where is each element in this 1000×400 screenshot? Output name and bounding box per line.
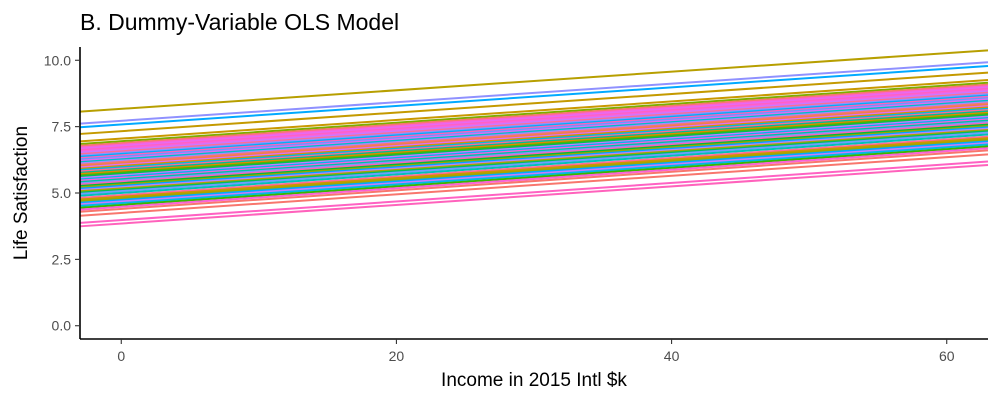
y-axis-ticks: 0.0 2.5 5.0 7.5 10.0 <box>44 52 80 334</box>
series-line-21 <box>79 102 989 166</box>
series-line-8 <box>79 85 989 149</box>
series-line-19 <box>79 99 989 164</box>
series-line-55 <box>79 160 989 224</box>
x-axis-title: Income in 2015 Intl $k <box>441 370 627 391</box>
series-line-7 <box>79 83 989 147</box>
series-line-33 <box>79 118 989 182</box>
series-line-6 <box>79 81 989 146</box>
series-line-36 <box>79 122 989 186</box>
series-line-25 <box>79 107 989 172</box>
series-line-46 <box>79 137 989 201</box>
series-line-2 <box>79 61 989 125</box>
series-line-31 <box>79 115 989 179</box>
series-line-22 <box>79 103 989 168</box>
x-tick-label: 20 <box>389 348 405 364</box>
series-line-51 <box>79 145 989 209</box>
chart-title: B. Dummy-Variable OLS Model <box>80 9 399 35</box>
series-line-15 <box>79 94 989 158</box>
series-line-11 <box>79 89 989 153</box>
series-line-53 <box>79 149 989 213</box>
series-line-41 <box>79 128 989 193</box>
series-line-47 <box>79 138 989 203</box>
series-line-40 <box>79 127 989 191</box>
y-axis-title: Life Satisfaction <box>11 126 32 260</box>
x-tick-label: 60 <box>939 348 955 364</box>
series-line-16 <box>79 95 989 160</box>
series-line-50 <box>79 143 989 207</box>
series-line-49 <box>79 141 989 206</box>
series-line-4 <box>79 71 989 135</box>
series-line-56 <box>79 163 989 228</box>
series-line-17 <box>79 97 989 161</box>
series-line-13 <box>79 91 989 156</box>
series-line-26 <box>79 109 989 173</box>
series-line-37 <box>79 123 989 187</box>
y-tick-label: 5.0 <box>52 185 72 201</box>
series-line-28 <box>79 111 989 176</box>
series-line-43 <box>79 131 989 195</box>
series-line-48 <box>79 140 989 204</box>
series-line-23 <box>79 105 989 169</box>
y-tick-label: 2.5 <box>52 251 72 267</box>
series-line-1 <box>79 49 989 113</box>
series-line-54 <box>79 153 989 217</box>
y-tick-label: 10.0 <box>44 52 71 68</box>
x-axis-ticks: 0 20 40 60 <box>117 339 955 364</box>
series-lines <box>79 49 989 228</box>
series-line-39 <box>79 126 989 190</box>
series-line-45 <box>79 135 989 199</box>
series-line-42 <box>79 130 989 194</box>
series-line-27 <box>79 110 989 174</box>
series-line-10 <box>79 87 989 152</box>
series-line-52 <box>79 147 989 211</box>
series-line-32 <box>79 117 989 181</box>
series-line-35 <box>79 120 989 185</box>
y-tick-label: 0.0 <box>52 318 72 334</box>
series-line-18 <box>79 98 989 162</box>
y-tick-label: 7.5 <box>52 119 72 135</box>
series-line-34 <box>79 119 989 183</box>
series-line-44 <box>79 133 989 197</box>
x-tick-label: 40 <box>664 348 680 364</box>
series-line-14 <box>79 93 989 157</box>
series-line-3 <box>79 64 989 129</box>
x-tick-label: 0 <box>117 348 125 364</box>
series-line-5 <box>79 79 989 143</box>
series-line-38 <box>79 124 989 189</box>
series-line-9 <box>79 86 989 150</box>
series-line-30 <box>79 114 989 178</box>
series-line-24 <box>79 106 989 170</box>
series-line-12 <box>79 90 989 154</box>
series-line-20 <box>79 101 989 165</box>
series-line-29 <box>79 113 989 177</box>
